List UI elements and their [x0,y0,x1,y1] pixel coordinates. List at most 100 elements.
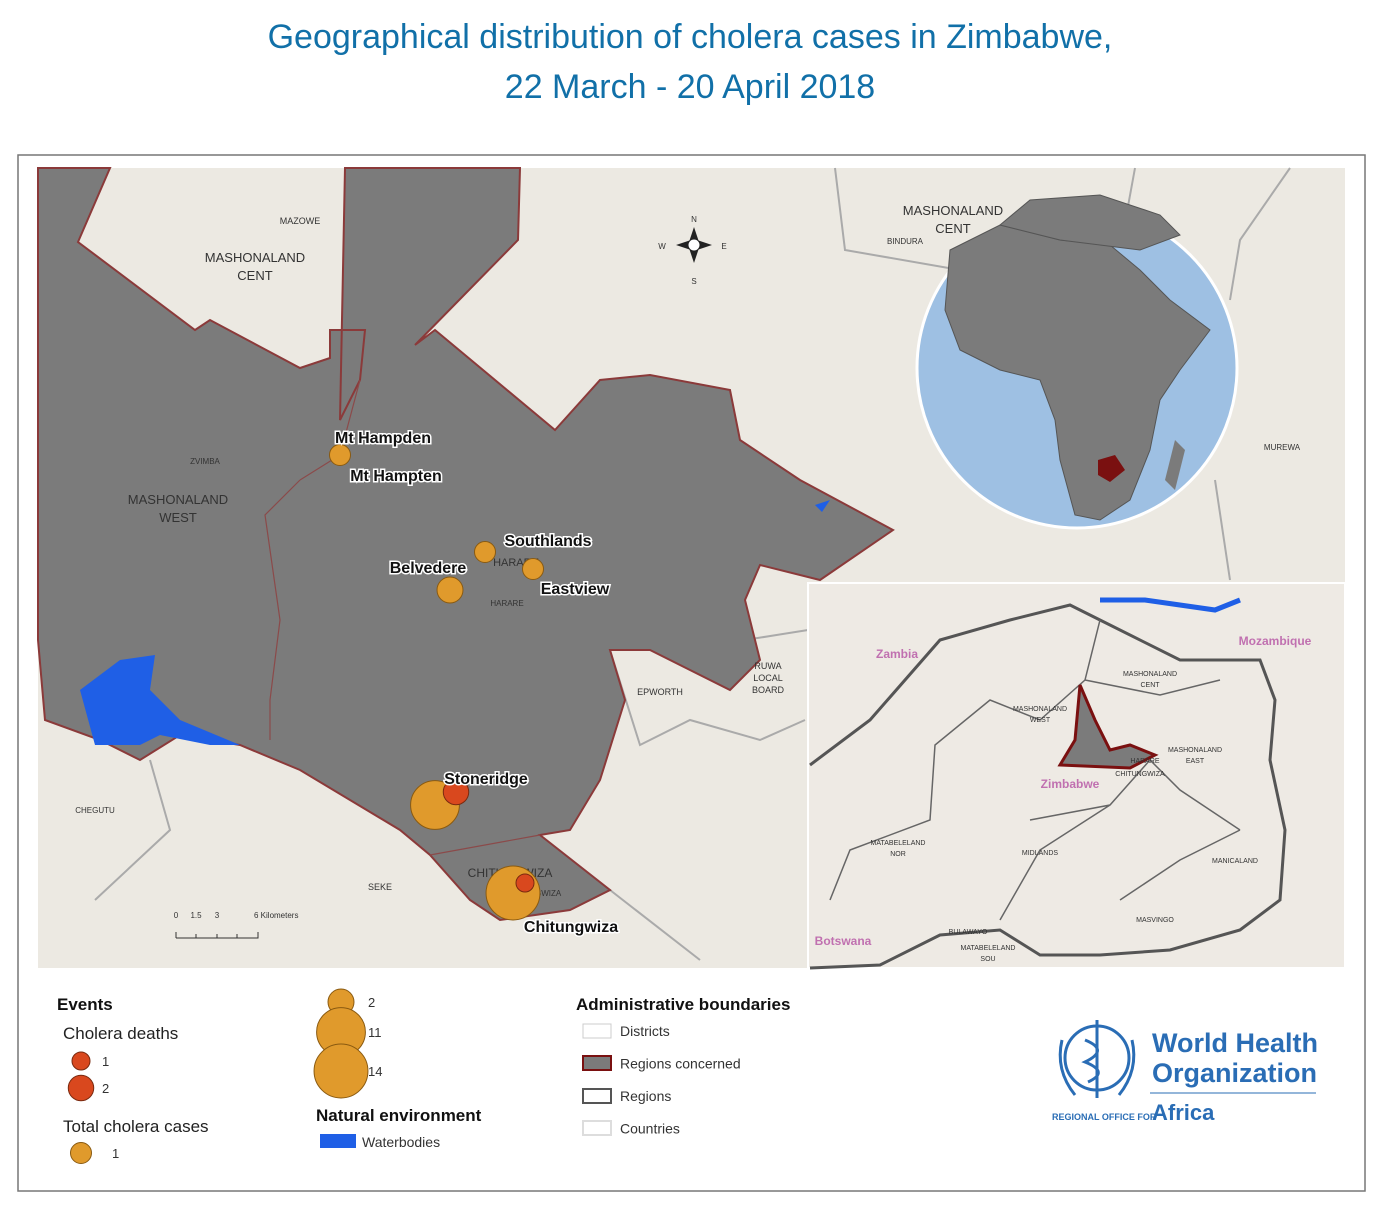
inset-label: SOU [980,956,995,963]
case-marker [474,541,496,563]
legend-title: Natural environment [316,1106,482,1125]
legend-swatch [582,1120,612,1136]
compass-label: S [691,277,696,286]
marker-label: Southlands [504,533,591,550]
legend-value: 1 [102,1054,109,1069]
legend-item: Districts [620,1023,670,1039]
legend-title: Events [57,995,113,1014]
logo-text: REGIONAL OFFICE FOR [1052,1112,1157,1122]
legend-value: 1 [112,1146,119,1161]
death-marker [515,873,535,893]
legend-death [67,1074,95,1102]
place-label: CHEGUTU [75,806,115,815]
inset-label: CHITUNGWIZA [1115,771,1165,778]
marker-label: Stoneridge [444,771,528,788]
place-label: CENT [237,268,272,283]
inset-label: Botswana [815,934,872,948]
compass [676,227,712,263]
legend-value: 14 [368,1064,382,1079]
legend-subtitle: Cholera deaths [63,1024,178,1043]
place-label: MASHONALAND [205,250,305,265]
regions-concerned [37,167,895,922]
place-label: HARARE [490,599,523,608]
title: 22 March - 20 April 2018 [505,68,875,106]
inset-label: NOR [890,851,906,858]
inset-label: MASHONALAND [1013,706,1067,713]
logo-text: Africa [1152,1100,1215,1125]
waterbody [80,655,240,745]
logo-text: World Health [1152,1028,1318,1058]
marker-label: Belvedere [390,560,467,577]
case-marker [329,444,351,466]
place-label: Mt Hampten [350,468,442,485]
place-label: ZVIMBA [190,457,220,466]
place-label: RUWA [754,661,781,671]
compass-label: W [658,242,666,251]
legend-item: Waterbodies [362,1134,440,1150]
death-marker [442,778,470,806]
inset-label: HARARE [1130,758,1160,765]
inset-label: EAST [1186,758,1205,765]
title: Geographical distribution of cholera cas… [268,18,1113,56]
inset-label: MASHONALAND [1123,671,1177,678]
case-marker [436,576,464,604]
inset-label: WEST [1030,717,1051,724]
inset-label: MIDLANDS [1022,850,1059,857]
scale-label: 1.5 [190,911,202,920]
legend-swatch [582,1055,612,1071]
compass-label: N [691,215,697,224]
place-label: BINDURA [887,237,924,246]
legend-death [71,1051,91,1071]
marker-label: Mt Hampden [335,430,431,447]
inset-label: Zambia [876,647,918,661]
place-label: MAZOWE [280,216,321,226]
place-label: MASHONALAND [903,203,1003,218]
legend-case [313,1043,369,1099]
inset-label: MANICALAND [1212,858,1258,865]
marker-label: Chitungwiza [524,919,618,936]
scale-bar [175,932,259,939]
inset-label: Mozambique [1239,634,1312,648]
globe-inset [915,194,1239,530]
inset-label: CENT [1140,682,1160,689]
legend-value: 2 [102,1081,109,1096]
logo-text: Organization [1152,1058,1317,1088]
legend-subtitle: Total cholera cases [63,1117,209,1136]
place-label: CENT [935,221,970,236]
legend-item: Countries [620,1121,680,1137]
legend-swatch [582,1023,612,1039]
inset-label: MASHONALAND [1168,747,1222,754]
inset-label: MATABELELAND [961,945,1016,952]
inset-label: MASVINGO [1136,917,1174,924]
waterbody [815,500,830,512]
legend-case [70,1142,92,1164]
compass-label: E [721,242,726,251]
case-marker [522,558,544,580]
place-label: BOARD [752,685,785,695]
inset-label: MATABELELAND [871,840,926,847]
case-marker [485,865,541,921]
inset-label: Zimbabwe [1041,777,1100,791]
place-label: WEST [159,510,197,525]
scale-label: 0 [174,911,179,920]
legend-item: Regions concerned [620,1056,741,1072]
place-label: MASHONALAND [128,492,228,507]
legend-value: 2 [368,995,375,1010]
legend-swatch [582,1088,612,1104]
inset-label: BULAWAYO [949,929,988,936]
place-label: EPWORTH [637,687,683,697]
place-label: SEKE [368,882,392,892]
place-label: LOCAL [753,673,783,683]
legend-value: 11 [368,1025,382,1040]
scale-label: 3 [215,911,220,920]
legend-item: Regions [620,1088,671,1104]
country-inset [807,582,1346,970]
legend-title: Administrative boundaries [576,995,790,1014]
place-label: MUREWA [1264,443,1301,452]
district-lines [94,167,1291,961]
marker-label: Eastview [541,581,610,598]
scale-label: 6 Kilometers [254,911,298,920]
who-emblem [1058,1020,1136,1098]
